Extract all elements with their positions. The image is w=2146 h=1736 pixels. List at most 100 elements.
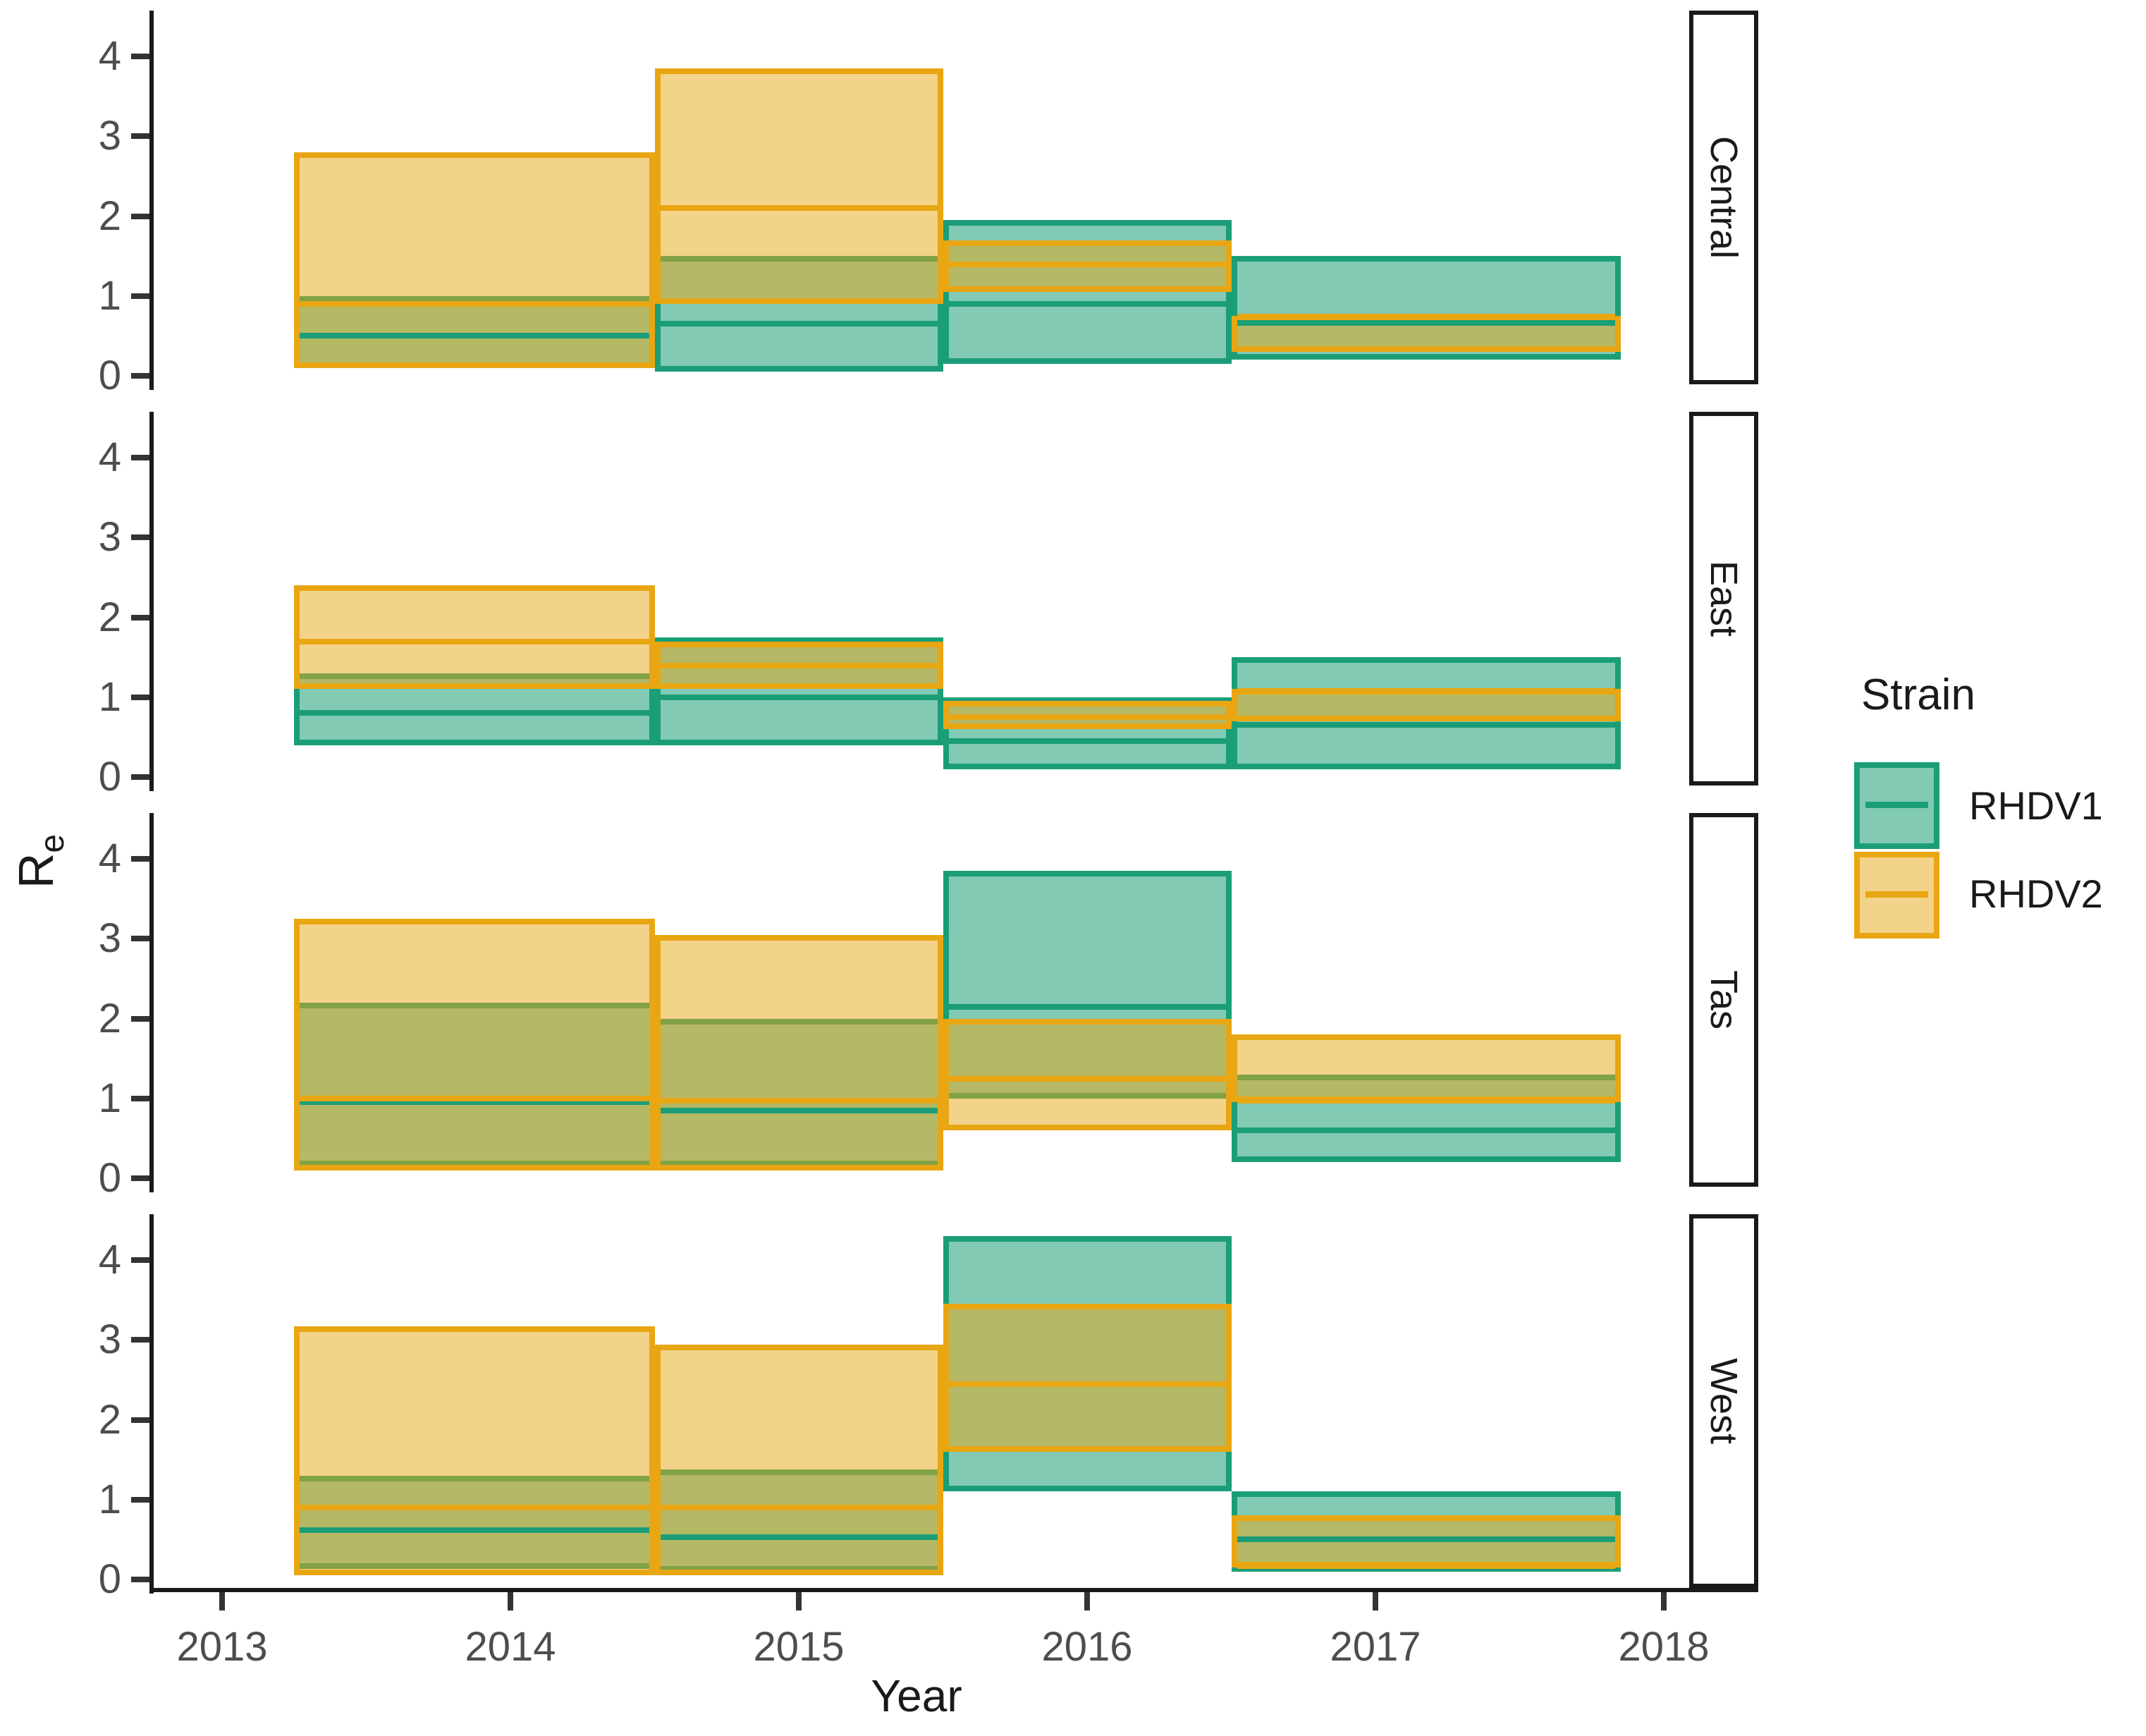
rhdv2-median-line [948, 1075, 1226, 1082]
rhdv1-median-line [300, 1099, 649, 1106]
y-tick-label: 1 [98, 1075, 121, 1121]
legend-title: Strain [1861, 671, 1975, 719]
y-tick-label: 4 [98, 434, 121, 481]
y-axis-line [149, 813, 154, 1192]
y-tick-mark [131, 1577, 149, 1582]
y-tick-mark [131, 856, 149, 862]
rhdv2-median-line [660, 205, 938, 212]
y-tick-label: 4 [98, 836, 121, 882]
y-tick-mark [131, 774, 149, 780]
rhdv1-median-line [948, 1003, 1226, 1010]
x-tick-label: 2018 [1618, 1624, 1710, 1670]
legend-label-rhdv2: RHDV2 [1969, 872, 2103, 916]
y-tick-label: 0 [98, 353, 121, 398]
y-tick-label: 2 [98, 995, 121, 1041]
y-tick-label: 3 [98, 915, 121, 962]
y-tick-mark [131, 1337, 149, 1343]
rhdv1-median-line [948, 738, 1226, 745]
rhdv2-median-line [948, 714, 1226, 721]
rhdv2-median-line [660, 662, 938, 668]
x-tick-mark [1661, 1592, 1667, 1610]
rhdv2-median-line [1237, 687, 1615, 694]
x-axis-title: Year [871, 1670, 962, 1721]
y-axis-title: Re [8, 833, 72, 889]
y-tick-label: 4 [98, 33, 121, 80]
y-tick-mark [131, 534, 149, 541]
facet-strip-label: East [1703, 560, 1745, 637]
rhdv1-median-line [660, 694, 938, 700]
y-tick-mark [131, 1417, 149, 1423]
rhdv2-interval-rect [654, 68, 943, 305]
y-tick-label: 1 [98, 1476, 121, 1522]
legend: Strain RHDV1 RHDV2 [1854, 670, 2103, 939]
rhdv2-median-line [660, 1505, 938, 1511]
rhdv1-median-line [300, 1527, 649, 1533]
facet-strip: East [1689, 412, 1758, 786]
rhdv2-interval-rect [943, 1018, 1232, 1131]
rhdv1-swatch-median-line [1865, 802, 1928, 808]
rhdv1-median-line [1237, 320, 1615, 326]
rhdv1-median-line [1237, 1127, 1615, 1134]
facet-strip-label: West [1703, 1357, 1745, 1445]
rhdv2-median-line [1237, 314, 1615, 320]
y-axis-title-subscript: e [34, 833, 72, 853]
rhdv2-interval-rect [294, 1326, 655, 1576]
y-tick-mark [131, 373, 149, 379]
facet-strip: Central [1689, 11, 1758, 384]
x-tick-label: 2017 [1330, 1624, 1421, 1670]
y-axis-line [149, 1214, 154, 1594]
rhdv1-median-line [660, 1107, 938, 1113]
rhdv2-interval-rect [654, 1345, 943, 1576]
rhdv2-swatch-median-line [1865, 891, 1928, 898]
rhdv2-interval-rect [294, 585, 655, 690]
y-tick-label: 2 [98, 594, 121, 640]
rhdv2-interval-rect [294, 919, 655, 1170]
x-tick-label: 2015 [753, 1624, 845, 1670]
rhdv2-median-line [948, 261, 1226, 267]
x-tick-label: 2013 [176, 1624, 268, 1670]
rhdv2-median-line [300, 1505, 649, 1511]
y-tick-mark [131, 293, 149, 299]
y-tick-mark [131, 455, 149, 461]
y-tick-label: 2 [98, 192, 121, 239]
y-tick-label: 0 [98, 754, 121, 800]
x-axis-line [149, 1588, 1758, 1592]
legend-entry-rhdv2: RHDV2 [1854, 849, 2103, 939]
facet-strip: Tas [1689, 813, 1758, 1187]
y-tick-label: 4 [98, 1237, 121, 1283]
legend-label-rhdv1: RHDV1 [1969, 783, 2103, 828]
x-tick-label: 2014 [465, 1624, 556, 1670]
y-tick-mark [131, 614, 149, 621]
y-tick-label: 3 [98, 1316, 121, 1363]
facet-strip: West [1689, 1214, 1758, 1588]
rhdv1-median-line [300, 710, 649, 716]
y-tick-mark [131, 213, 149, 219]
y-tick-label: 1 [98, 673, 121, 720]
facet-strip-label: Tas [1702, 970, 1745, 1030]
y-tick-mark [131, 1015, 149, 1022]
y-tick-label: 2 [98, 1396, 121, 1443]
y-axis-line [149, 412, 154, 791]
x-tick-mark [796, 1592, 802, 1610]
rhdv2-median-line [948, 1381, 1226, 1387]
rhdv2-median-line [660, 1098, 938, 1104]
rhdv2-interval-rect [943, 1304, 1232, 1452]
y-tick-mark [131, 1175, 149, 1181]
y-tick-mark [131, 936, 149, 942]
y-tick-label: 3 [98, 514, 121, 561]
y-tick-mark [131, 1095, 149, 1101]
x-tick-mark [1373, 1592, 1378, 1610]
y-tick-label: 3 [98, 113, 121, 159]
y-tick-mark [131, 1496, 149, 1503]
rhdv2-interval-rect [654, 934, 943, 1170]
x-tick-mark [1084, 1592, 1090, 1610]
rhdv2-swatch-icon [1854, 852, 1939, 939]
rhdv1-median-line [1237, 722, 1615, 728]
y-tick-mark [131, 694, 149, 700]
rhdv1-swatch-icon [1854, 762, 1939, 849]
legend-entry-rhdv1: RHDV1 [1854, 762, 2103, 849]
facet-strip-label: Central [1703, 135, 1746, 259]
rhdv1-median-line [300, 333, 649, 339]
y-tick-mark [131, 133, 149, 140]
